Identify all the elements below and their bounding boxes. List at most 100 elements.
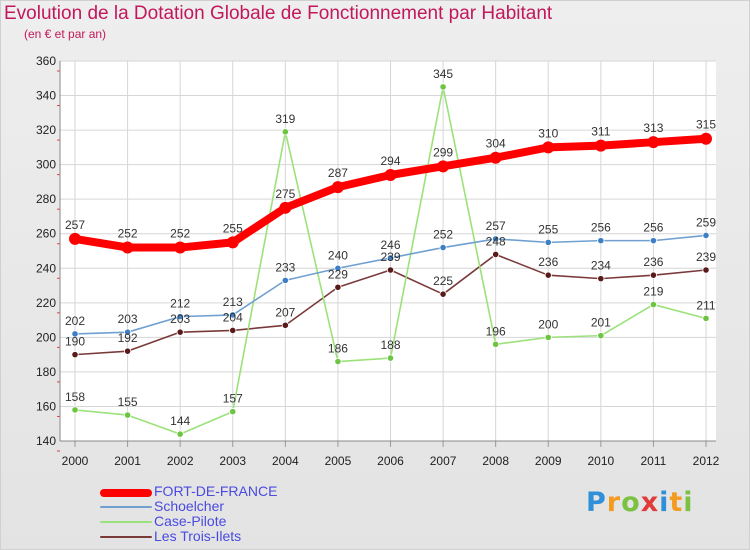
data-label-case-pilote: 144 xyxy=(170,414,190,428)
data-point-les-trois-ilets xyxy=(229,326,237,335)
data-point-les-trois-ilets xyxy=(281,321,289,329)
data-point-les-trois-ilets xyxy=(597,275,605,283)
data-point-les-trois-ilets xyxy=(176,328,184,336)
data-label-fort-de-france: 252 xyxy=(170,227,190,241)
data-label-schoelcher: 240 xyxy=(328,248,348,262)
data-label-les-trois-ilets: 190 xyxy=(65,335,85,349)
x-tick-label: 2012 xyxy=(693,454,720,468)
legend-swatch xyxy=(100,489,152,497)
legend-swatch xyxy=(100,506,152,508)
data-label-case-pilote: 319 xyxy=(275,112,295,126)
y-tick-label: 140 xyxy=(36,434,56,448)
data-label-case-pilote: 201 xyxy=(591,316,611,330)
data-point-les-trois-ilets xyxy=(544,271,552,279)
x-tick-label: 2011 xyxy=(641,454,667,468)
data-point-fort-de-france xyxy=(331,181,344,194)
y-tick-label: 180 xyxy=(36,365,56,379)
y-tick-label: 320 xyxy=(36,123,56,137)
data-label-fort-de-france: 315 xyxy=(696,118,716,132)
data-label-les-trois-ilets: 239 xyxy=(696,250,716,264)
data-point-case-pilote xyxy=(492,340,500,348)
data-label-schoelcher: 255 xyxy=(538,222,558,236)
data-point-schoelcher xyxy=(334,264,342,272)
x-tick-label: 2010 xyxy=(587,454,614,468)
legend-swatch xyxy=(100,536,152,538)
data-point-les-trois-ilets xyxy=(334,283,342,291)
data-point-case-pilote xyxy=(439,83,447,91)
data-point-fort-de-france xyxy=(384,169,397,181)
data-label-fort-de-france: 287 xyxy=(328,166,348,180)
data-label-case-pilote: 211 xyxy=(696,298,715,312)
data-point-les-trois-ilets xyxy=(439,290,447,298)
logo-letter: t xyxy=(669,487,684,518)
data-label-fort-de-france: 275 xyxy=(275,187,295,201)
data-label-case-pilote: 157 xyxy=(223,392,243,406)
data-point-les-trois-ilets xyxy=(702,266,710,274)
data-label-les-trois-ilets: 229 xyxy=(328,267,348,281)
data-point-case-pilote xyxy=(123,411,132,419)
data-point-schoelcher xyxy=(281,276,289,284)
data-label-schoelcher: 257 xyxy=(486,219,506,233)
data-label-les-trois-ilets: 236 xyxy=(643,255,663,269)
data-label-les-trois-ilets: 234 xyxy=(591,259,611,273)
data-label-fort-de-france: 252 xyxy=(118,227,138,241)
logo-letter: i xyxy=(683,487,694,518)
data-point-schoelcher xyxy=(229,311,237,319)
y-tick-label: 360 xyxy=(36,54,56,68)
data-label-case-pilote: 188 xyxy=(380,338,400,352)
data-label-schoelcher: 203 xyxy=(118,312,138,326)
data-point-fort-de-france xyxy=(700,132,712,145)
data-point-case-pilote xyxy=(702,314,710,322)
data-label-les-trois-ilets: 207 xyxy=(275,305,295,319)
data-point-schoelcher xyxy=(492,235,500,243)
data-label-case-pilote: 219 xyxy=(643,285,663,299)
data-label-les-trois-ilets: 236 xyxy=(538,255,558,269)
y-tick-label: 260 xyxy=(36,227,56,241)
data-point-fort-de-france xyxy=(542,141,555,154)
data-label-fort-de-france: 310 xyxy=(538,126,558,140)
data-point-les-trois-ilets xyxy=(649,271,658,279)
chart-subtitle: (en € et par an) xyxy=(24,27,107,41)
data-label-les-trois-ilets: 192 xyxy=(118,331,138,345)
data-label-case-pilote: 158 xyxy=(65,390,85,404)
data-point-schoelcher xyxy=(439,243,447,252)
y-tick-label: 160 xyxy=(36,399,56,413)
data-point-case-pilote xyxy=(71,406,79,414)
data-label-fort-de-france: 294 xyxy=(380,154,400,168)
legend-label: Case-Pilote xyxy=(154,513,227,529)
data-label-case-pilote: 196 xyxy=(486,324,506,338)
data-label-fort-de-france: 299 xyxy=(433,145,453,159)
x-tick-label: 2005 xyxy=(325,454,352,468)
data-point-fort-de-france xyxy=(647,136,660,149)
data-label-fort-de-france: 311 xyxy=(591,125,610,139)
chart-title: Evolution de la Dotation Globale de Fonc… xyxy=(4,3,553,24)
data-point-schoelcher xyxy=(123,328,132,336)
data-point-schoelcher xyxy=(597,237,605,245)
y-tick-label: 280 xyxy=(36,192,56,206)
data-point-case-pilote xyxy=(176,430,184,438)
legend-label: Schoelcher xyxy=(154,498,225,514)
data-point-schoelcher xyxy=(71,330,79,338)
data-point-fort-de-france xyxy=(594,139,607,152)
data-point-schoelcher xyxy=(702,231,710,240)
logo-letter: r xyxy=(606,487,622,518)
logo-letter: x xyxy=(640,487,660,518)
data-point-fort-de-france xyxy=(69,232,81,245)
data-label-les-trois-ilets: 225 xyxy=(433,274,453,288)
data-label-schoelcher: 202 xyxy=(65,314,85,328)
data-label-case-pilote: 345 xyxy=(433,67,453,81)
data-label-schoelcher: 233 xyxy=(275,260,295,274)
data-point-schoelcher xyxy=(544,238,552,246)
x-tick-label: 2004 xyxy=(272,454,299,468)
data-point-les-trois-ilets xyxy=(71,351,79,359)
x-tick-label: 2008 xyxy=(482,454,509,468)
data-point-fort-de-france xyxy=(489,151,502,164)
data-point-fort-de-france xyxy=(437,160,450,173)
data-label-fort-de-france: 313 xyxy=(643,121,663,135)
data-point-fort-de-france xyxy=(121,241,134,254)
data-point-les-trois-ilets xyxy=(386,266,395,274)
data-point-les-trois-ilets xyxy=(492,250,500,259)
legend-label: Les Trois-Ilets xyxy=(154,528,242,544)
x-tick-label: 2006 xyxy=(377,454,404,468)
